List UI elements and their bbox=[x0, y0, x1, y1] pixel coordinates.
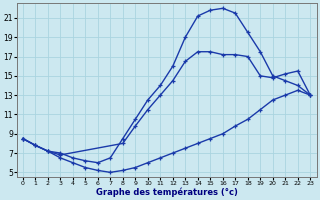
X-axis label: Graphe des températures (°c): Graphe des températures (°c) bbox=[96, 187, 237, 197]
